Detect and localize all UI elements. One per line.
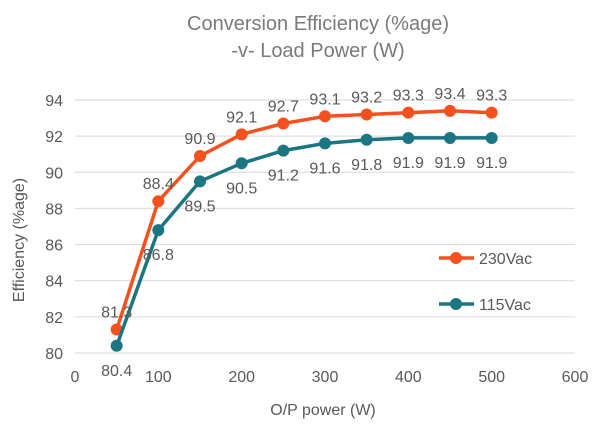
chart-title-line-1: Conversion Efficiency (%age)	[187, 13, 449, 35]
data-label: 93.3	[476, 88, 507, 105]
y-tick-label: 90	[45, 165, 63, 182]
data-label: 88.4	[143, 176, 174, 193]
x-axis-ticks: 0 100 200 300 400 500 600	[71, 369, 589, 386]
data-label: 91.9	[434, 155, 465, 172]
data-label: 93.1	[309, 91, 340, 108]
data-point	[402, 106, 415, 119]
data-point	[194, 175, 206, 188]
data-label: 93.2	[351, 89, 382, 106]
data-label: 92.1	[226, 109, 257, 126]
legend-label: 230Vac	[479, 251, 532, 268]
data-label: 93.4	[434, 86, 465, 103]
data-point	[444, 131, 456, 144]
data-point	[277, 144, 290, 157]
legend-marker	[450, 298, 462, 310]
y-tick-label: 94	[45, 93, 63, 110]
data-label: 92.7	[268, 98, 299, 115]
data-point	[319, 110, 331, 123]
series-group	[110, 104, 498, 352]
data-label: 91.9	[476, 155, 507, 172]
data-point	[152, 195, 165, 208]
x-tick-label: 300	[312, 369, 339, 386]
y-tick-label: 86	[45, 238, 63, 255]
chart-title-line-2: -v- Load Power (W)	[231, 40, 404, 62]
y-axis-ticks: 80 82 84 86 88 90 92 94	[45, 93, 63, 363]
data-point	[360, 133, 373, 146]
legend-label: 115Vac	[479, 297, 531, 314]
x-axis-title: O/P power (W)	[270, 402, 376, 419]
legend-marker	[450, 252, 462, 264]
data-label: 80.4	[101, 363, 132, 380]
y-tick-label: 92	[45, 129, 63, 146]
gridlines	[75, 99, 575, 354]
data-label: 91.6	[309, 160, 340, 177]
series-line	[115, 136, 492, 347]
data-label: 91.9	[393, 155, 424, 172]
x-tick-label: 200	[228, 369, 255, 386]
data-point	[110, 339, 123, 352]
data-point	[235, 157, 248, 170]
data-point	[277, 117, 290, 130]
data-point	[485, 131, 498, 144]
y-tick-label: 82	[45, 310, 63, 327]
y-tick-label: 80	[45, 346, 63, 363]
data-point	[485, 106, 498, 119]
data-label: 93.3	[393, 88, 424, 105]
data-label: 91.8	[351, 157, 382, 174]
y-tick-label: 84	[45, 274, 63, 291]
x-tick-label: 0	[71, 369, 80, 386]
data-point	[402, 131, 415, 144]
data-label: 90.5	[226, 180, 257, 197]
data-label: 91.2	[268, 168, 299, 185]
data-point	[444, 104, 456, 117]
y-tick-label: 88	[45, 201, 63, 218]
x-tick-label: 500	[478, 369, 505, 386]
data-point	[319, 137, 331, 150]
data-point	[194, 150, 206, 163]
data-label: 81.3	[101, 305, 132, 322]
x-tick-label: 400	[395, 369, 422, 386]
data-label: 90.9	[184, 131, 215, 148]
legend: 230Vac 115Vac	[439, 251, 532, 314]
data-labels: 81.3 88.4 90.9 92.1 92.7 93.1 93.2 93.3 93.4 93.3…	[101, 86, 507, 380]
data-label: 86.8	[143, 247, 174, 264]
data-point	[152, 224, 165, 237]
x-tick-label: 100	[145, 369, 172, 386]
data-point	[235, 128, 248, 141]
x-tick-label: 600	[562, 369, 589, 386]
data-point	[360, 108, 373, 121]
series-line	[115, 109, 492, 331]
data-label: 89.5	[184, 198, 215, 215]
y-axis-title: Efficiency (%age)	[11, 178, 28, 302]
